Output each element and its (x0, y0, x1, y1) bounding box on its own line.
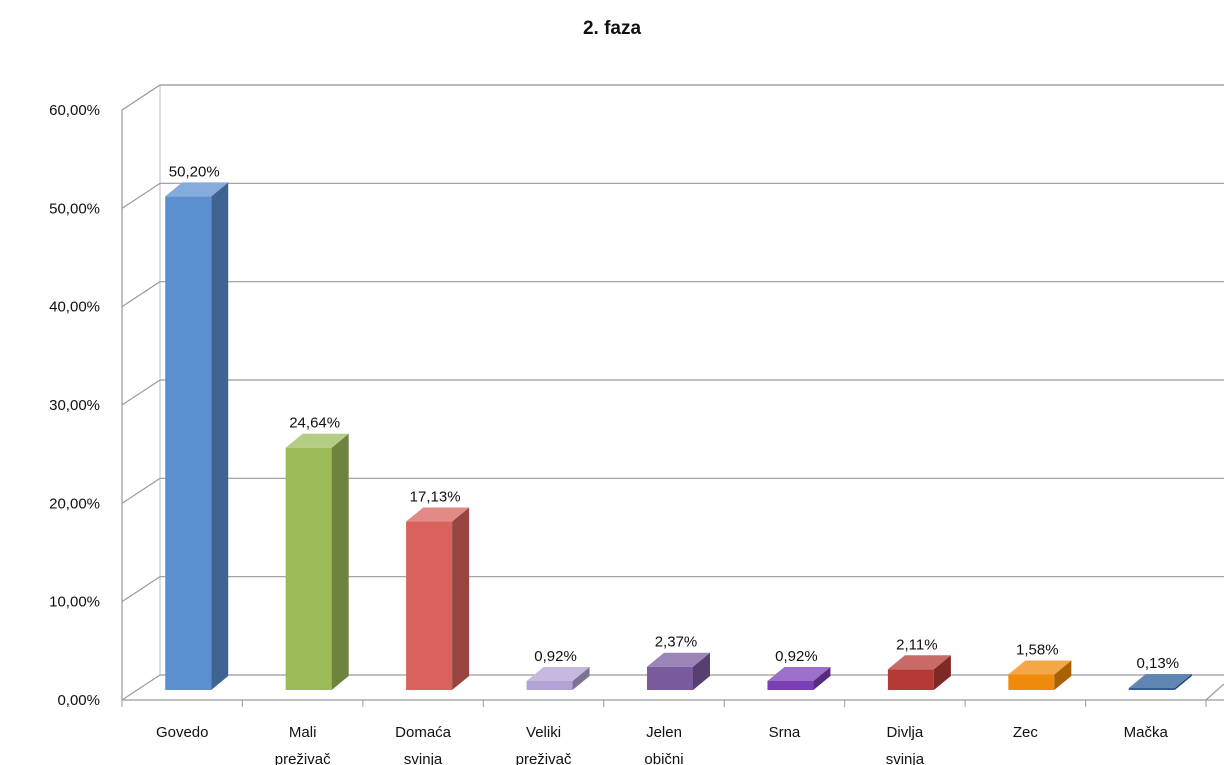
x-tick-label-line: obični (644, 751, 683, 765)
y-tick-label: 20,00% (49, 495, 100, 512)
x-tick-label: Mali preživač (275, 724, 331, 765)
x-tick-label-line: Mali (289, 724, 317, 741)
y-tick-label: 50,00% (49, 200, 100, 217)
x-tick-label-line: Domaća (395, 724, 452, 741)
gridline-side (121, 576, 161, 603)
bar-top (526, 666, 590, 681)
bar-top (647, 652, 710, 667)
y-tick-label: 40,00% (49, 299, 100, 316)
bar-front (1008, 674, 1055, 690)
data-label: 50,20% (169, 163, 220, 180)
data-label: 17,13% (410, 489, 461, 506)
bar-side (331, 433, 349, 690)
gridline-group (121, 84, 1224, 111)
gridline-group (121, 281, 1224, 308)
x-tick-label: Veliki preživač (516, 724, 572, 765)
bar (406, 507, 470, 690)
bar-top (767, 666, 831, 681)
data-label: 0,92% (775, 648, 818, 665)
x-tick-label-line: svinja (404, 751, 443, 765)
x-tick-label: Govedo (156, 724, 209, 741)
bar (1128, 674, 1192, 690)
y-tick-label: 30,00% (49, 397, 100, 414)
x-tick-label-line: Jelen (646, 724, 682, 741)
bar-top (406, 507, 470, 522)
data-label: 2,37% (655, 634, 698, 651)
gridline-side (121, 281, 161, 308)
gridline-group (121, 182, 1224, 209)
x-tick-label-line: Veliki (526, 724, 561, 741)
data-label: 0,13% (1137, 655, 1180, 672)
bar-side (572, 666, 590, 690)
bar-front (647, 666, 693, 690)
x-tick-label: Jelen obični (644, 724, 683, 765)
chart-title: 2. faza (582, 18, 642, 39)
bar-top (165, 182, 229, 197)
x-tick-label-line: preživač (516, 751, 572, 765)
bar-side (693, 652, 710, 690)
x-tick-label-line: Srna (769, 724, 801, 741)
x-tick-label-line: Mačka (1124, 724, 1169, 741)
x-tick-label: Domaća svinja (395, 724, 452, 765)
gridline-side (121, 182, 161, 209)
bar-top (887, 655, 951, 670)
bar-front (526, 680, 573, 690)
gridline-side (121, 674, 161, 701)
bar (165, 182, 229, 690)
data-label: 24,64% (289, 415, 340, 432)
y-tick-label: 60,00% (49, 102, 100, 119)
data-label: 2,11% (896, 636, 937, 653)
x-tick-label: Srna (769, 724, 801, 741)
x-tick-label-line: Govedo (156, 724, 209, 741)
bar-front (285, 447, 332, 690)
back-wall-top-edge (121, 84, 1224, 111)
bar-side (1174, 674, 1192, 690)
bar-front (165, 196, 212, 690)
x-tick-label: Divlja svinja (886, 724, 925, 765)
bar-top (1008, 660, 1072, 675)
bar (1008, 660, 1072, 690)
bar (285, 433, 349, 690)
data-label: 1,58% (1016, 641, 1059, 658)
x-tick-label-line: Divlja (887, 724, 924, 741)
gridline-side (121, 84, 161, 111)
x-tick-label-line: svinja (886, 751, 925, 765)
bar-top (285, 433, 349, 448)
bar-front (1128, 688, 1175, 690)
bar (887, 655, 951, 690)
y-tick-label: 10,00% (49, 594, 100, 611)
bar-side (1054, 660, 1072, 690)
x-tick-label-line: preživač (275, 751, 331, 765)
bar-side (813, 666, 831, 690)
bar (767, 666, 831, 690)
bar-side (211, 182, 229, 690)
gridline-group (121, 379, 1224, 406)
bar-top (1128, 674, 1192, 688)
bar-front (887, 669, 934, 690)
bar (526, 666, 590, 690)
x-tick-label: Mačka (1124, 724, 1169, 741)
floor-right-edge (1205, 683, 1224, 701)
bar-side (452, 507, 470, 690)
bar-side (933, 655, 951, 690)
data-label: 0,92% (534, 648, 577, 665)
x-tick-label: Zec (1013, 724, 1039, 741)
gridline-side (121, 477, 161, 504)
bar-front (406, 521, 453, 690)
y-tick-label: 0,00% (57, 692, 100, 709)
x-tick-label-line: Zec (1013, 724, 1039, 741)
gridline-side (121, 379, 161, 406)
bar (647, 652, 710, 690)
bar-front (767, 680, 814, 690)
